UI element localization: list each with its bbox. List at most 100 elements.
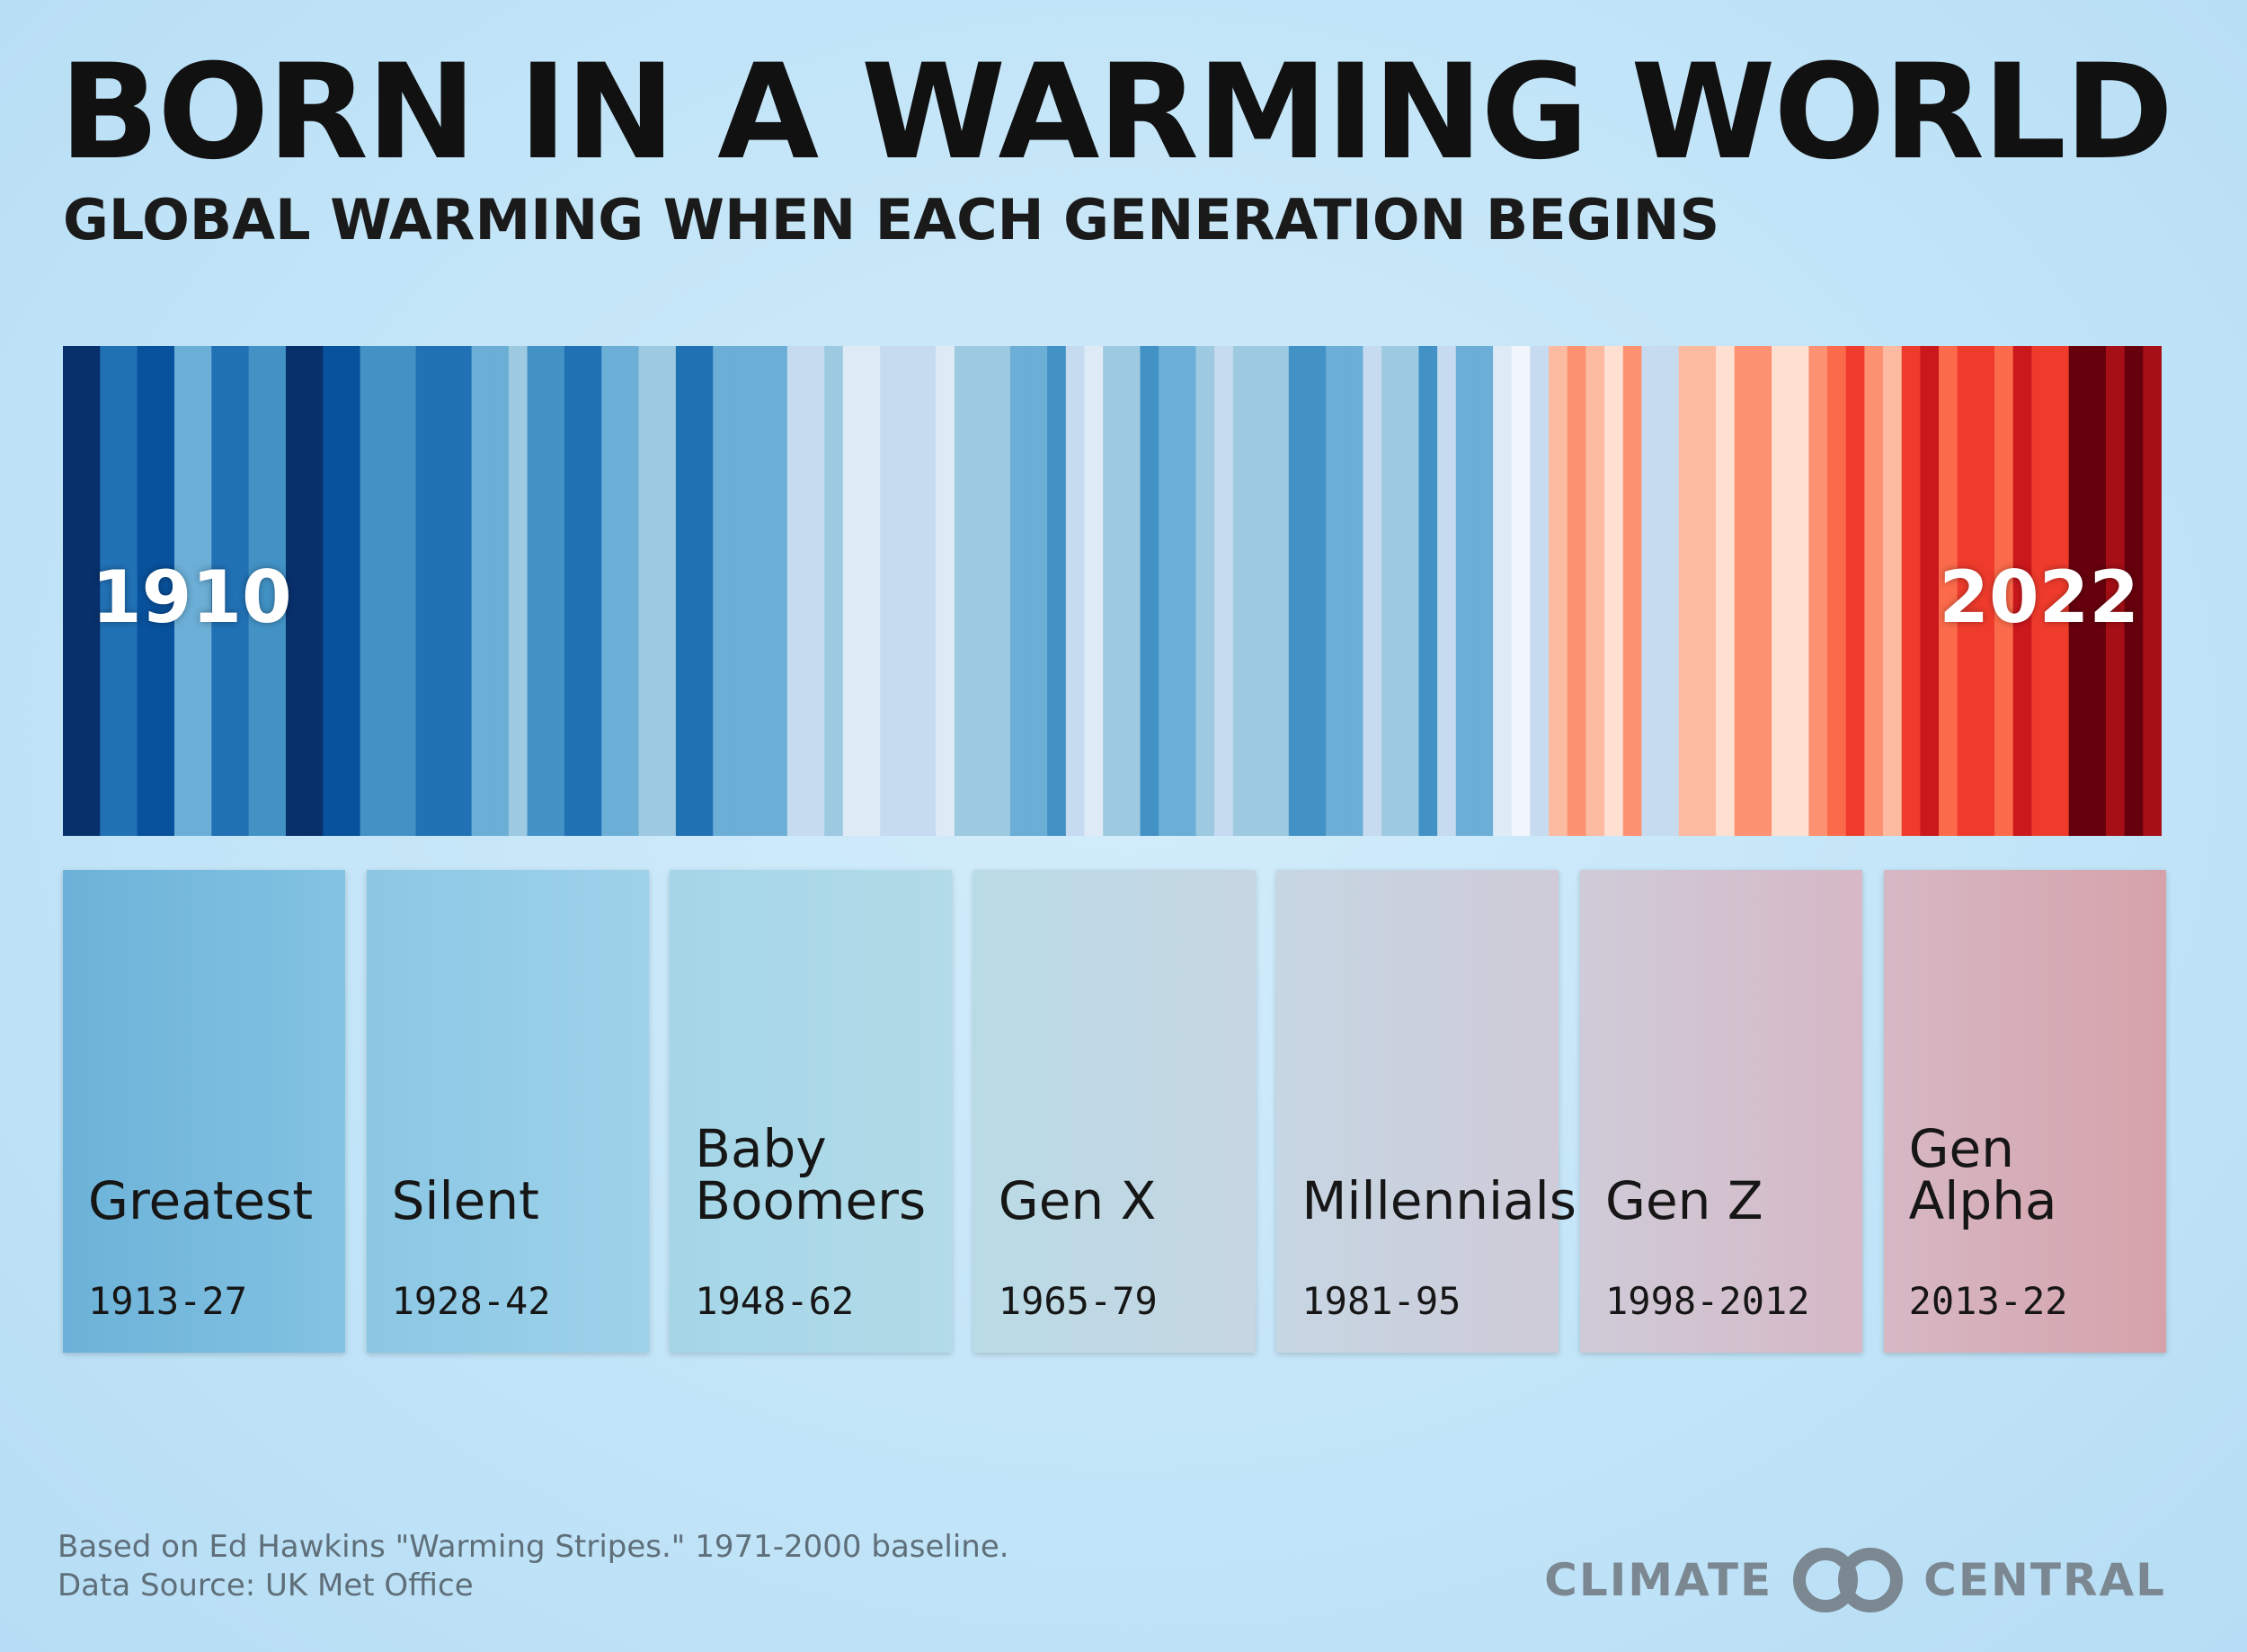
warming-stripe (1641, 346, 1661, 836)
warming-stripe (1622, 346, 1643, 836)
warming-stripe (1493, 346, 1513, 836)
climate-central-logo: CLIMATE CENTRAL (1544, 1544, 2166, 1616)
warming-stripe (713, 346, 733, 836)
warming-stripe (1772, 346, 1791, 836)
warming-stripe (1585, 346, 1605, 836)
warming-stripe (396, 346, 417, 836)
warming-stripe (1511, 346, 1532, 836)
warming-stripe (750, 346, 769, 836)
warming-stripe (1084, 346, 1104, 836)
linked-rings-icon (1793, 1548, 1904, 1612)
generation-years: 1981-95 (1301, 1279, 1461, 1323)
warming-stripe (452, 346, 473, 836)
warming-stripe (1121, 346, 1141, 836)
warming-stripe (564, 346, 584, 836)
warming-stripe (1307, 346, 1327, 836)
generation-years: 1998-2012 (1605, 1279, 1810, 1323)
generation-name: Gen Z (1605, 1170, 1763, 1231)
warming-stripe (991, 346, 1011, 836)
warming-stripe (360, 346, 379, 836)
warming-stripe (880, 346, 900, 836)
warming-stripe (434, 346, 454, 836)
warming-stripe (155, 346, 175, 836)
warming-stripe (2124, 346, 2144, 836)
warming-stripe (657, 346, 677, 836)
generation-cards: Greatest 1913-27 Silent 1928-42 Baby Boomers… (63, 870, 2166, 1353)
warming-stripe (1734, 346, 1754, 836)
generation-card: Silent 1928-42 (366, 870, 649, 1353)
generation-card: Gen Alpha 2013-22 (1883, 870, 2166, 1353)
generation-card: Gen X 1965-79 (973, 870, 1256, 1353)
warming-stripe (1808, 346, 1828, 836)
warming-stripe (1195, 346, 1215, 836)
warming-stripe (415, 346, 435, 836)
warming-stripe (173, 346, 194, 836)
warming-stripe (1530, 346, 1550, 836)
footnote-source: Data Source: UK Met Office (58, 1568, 474, 1603)
stripes-end-year: 2022 (1939, 555, 2139, 639)
warming-stripe (1363, 346, 1382, 836)
warming-stripe (1065, 346, 1086, 836)
warming-stripe (137, 346, 156, 836)
warming-stripe (211, 346, 231, 836)
warming-stripe (192, 346, 212, 836)
warming-stripe (1845, 346, 1865, 836)
warming-stripe (285, 346, 306, 836)
chart-subtitle: GLOBAL WARMING WHEN EACH GENERATION BEGI… (63, 187, 1720, 253)
warming-stripe (973, 346, 992, 836)
warming-stripe (229, 346, 250, 836)
generation-name: Greatest (88, 1170, 314, 1231)
warming-stripe (1399, 346, 1420, 836)
warming-stripe (341, 346, 361, 836)
warming-stripe (694, 346, 714, 836)
warming-stripe (1159, 346, 1178, 836)
stripes-start-year: 1910 (92, 555, 292, 639)
footnote: Based on Ed Hawkins "Warming Stripes." 1… (58, 1528, 1009, 1605)
warming-stripe (898, 346, 919, 836)
warming-stripe (619, 346, 640, 836)
warming-stripe (1976, 346, 1995, 836)
warming-stripe (1326, 346, 1346, 836)
warming-stripe (1140, 346, 1159, 836)
warming-stripe (81, 346, 101, 836)
warming-stripe (1994, 346, 2014, 836)
warming-stripe (1214, 346, 1234, 836)
warming-stripe (1957, 346, 1976, 836)
warming-stripe (304, 346, 324, 836)
generation-card: Baby Boomers 1948-62 (670, 870, 953, 1353)
warming-stripe (1660, 346, 1680, 836)
warming-stripe (546, 346, 565, 836)
warming-stripe (638, 346, 658, 836)
warming-stripe (1381, 346, 1401, 836)
warming-stripe (2050, 346, 2070, 836)
warming-stripe (267, 346, 287, 836)
warming-stripe (2143, 346, 2162, 836)
warming-stripe (1549, 346, 1568, 836)
footnote-baseline: Based on Ed Hawkins "Warming Stripes." 1… (58, 1529, 1009, 1565)
warming-stripe (1251, 346, 1271, 836)
generation-years: 1928-42 (391, 1279, 551, 1323)
warming-stripe (2106, 346, 2126, 836)
warming-stripe (100, 346, 120, 836)
chart-title: BORN IN A WARMING WORLD (59, 36, 2173, 189)
warming-stripe (601, 346, 621, 836)
generation-card: Gen Z 1998-2012 (1580, 870, 1862, 1353)
warming-stripe (936, 346, 955, 836)
warming-stripe (63, 346, 83, 836)
warming-stripe (824, 346, 844, 836)
warming-stripe (323, 346, 342, 836)
warming-stripe (1344, 346, 1364, 836)
generation-name: Silent (391, 1170, 539, 1231)
warming-stripe (1920, 346, 1940, 836)
warming-stripe (1177, 346, 1197, 836)
warming-stripe (1028, 346, 1048, 836)
warming-stripe (1753, 346, 1772, 836)
warming-stripe (786, 346, 807, 836)
generation-years: 2013-22 (1908, 1279, 2068, 1323)
warming-stripe (471, 346, 491, 836)
warming-stripe (1455, 346, 1476, 836)
generation-years: 1965-79 (998, 1279, 1158, 1323)
warming-stripe (1047, 346, 1067, 836)
warming-stripe (1864, 346, 1884, 836)
warming-stripe (2031, 346, 2051, 836)
